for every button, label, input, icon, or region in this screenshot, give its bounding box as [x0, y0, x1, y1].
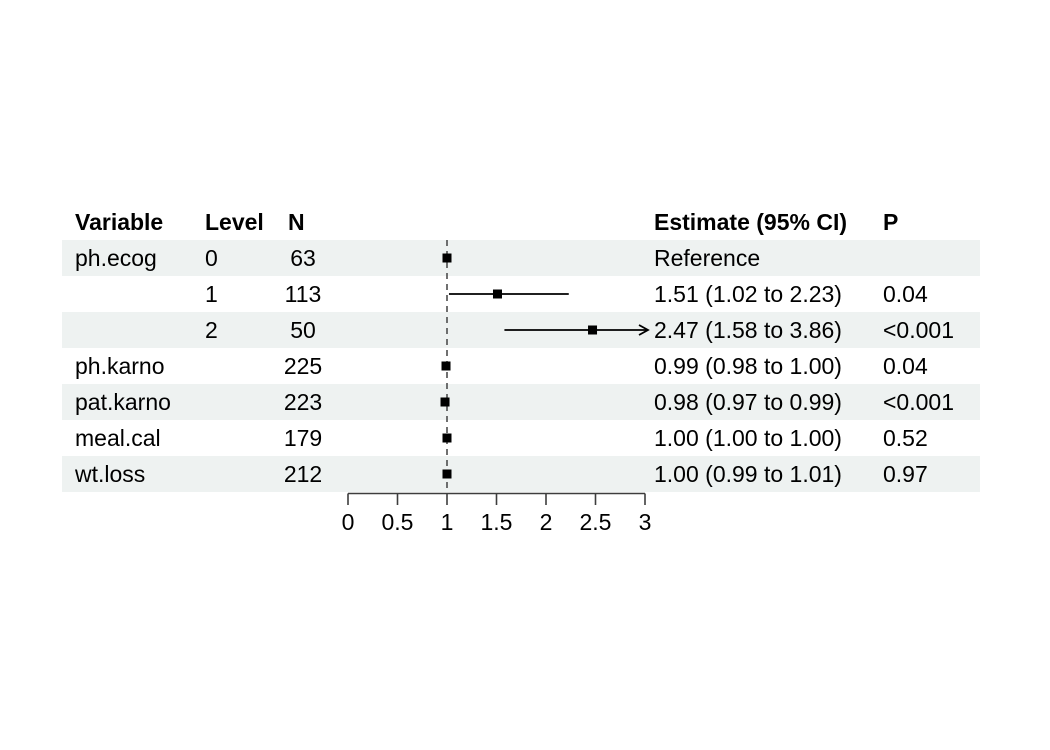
axis-tick-label: 0 [342, 509, 355, 535]
header-estimate: Estimate (95% CI) [654, 209, 848, 235]
cell-estimate: 2.47 (1.58 to 3.86) [654, 317, 842, 343]
table-row: meal.cal 179 1.00 (1.00 to 1.00) 0.52 [62, 420, 980, 456]
axis-tick-label: 2 [540, 509, 553, 535]
table-header-row: Variable Level N Estimate (95% CI) P [62, 204, 980, 240]
cell-p: 0.04 [883, 281, 928, 307]
cell-estimate: 1.00 (0.99 to 1.01) [654, 461, 842, 487]
table-row: ph.karno 225 0.99 (0.98 to 1.00) 0.04 [62, 348, 980, 384]
cell-estimate: 1.00 (1.00 to 1.00) [654, 425, 842, 451]
axis-tick-label: 2.5 [580, 509, 612, 535]
cell-n: 212 [283, 461, 323, 487]
cell-variable: ph.karno [75, 353, 165, 379]
cell-estimate: 0.99 (0.98 to 1.00) [654, 353, 842, 379]
cell-variable: meal.cal [75, 425, 161, 451]
axis-tick-label: 1 [441, 509, 454, 535]
header-level: Level [205, 209, 264, 235]
cell-level: 0 [205, 245, 218, 271]
cell-n: 225 [283, 353, 323, 379]
table-row: pat.karno 223 0.98 (0.97 to 0.99) <0.001 [62, 384, 980, 420]
header-p: P [883, 209, 899, 235]
cell-p: 0.04 [883, 353, 928, 379]
cell-n: 63 [290, 245, 316, 271]
cell-n: 223 [283, 389, 323, 415]
cell-variable: ph.ecog [75, 245, 157, 271]
cell-p: <0.001 [883, 317, 954, 343]
cell-variable: wt.loss [75, 461, 146, 487]
header-variable: Variable [75, 209, 164, 235]
axis-tick-label: 1.5 [481, 509, 513, 535]
table-row: ph.ecog 0 63 Reference [62, 240, 980, 276]
cell-p: 0.97 [883, 461, 928, 487]
cell-estimate: Reference [654, 245, 761, 271]
axis-tick-label: 3 [639, 509, 652, 535]
cell-n: 50 [290, 317, 316, 343]
header-n: N [288, 209, 305, 235]
cell-level: 1 [205, 281, 218, 307]
table-row: 1 113 1.51 (1.02 to 2.23) 0.04 [62, 276, 980, 312]
cell-estimate: 0.98 (0.97 to 0.99) [654, 389, 842, 415]
axis-tick-label: 0.5 [382, 509, 414, 535]
cell-n: 179 [283, 425, 323, 451]
table-row: wt.loss 212 1.00 (0.99 to 1.01) 0.97 [62, 456, 980, 492]
table-row: 2 50 2.47 (1.58 to 3.86) <0.001 [62, 312, 980, 348]
cell-n: 113 [284, 281, 322, 307]
cell-p: 0.52 [883, 425, 928, 451]
cell-variable: pat.karno [75, 389, 171, 415]
cell-estimate: 1.51 (1.02 to 2.23) [654, 281, 842, 307]
cell-level: 2 [205, 317, 218, 343]
cell-p: <0.001 [883, 389, 954, 415]
